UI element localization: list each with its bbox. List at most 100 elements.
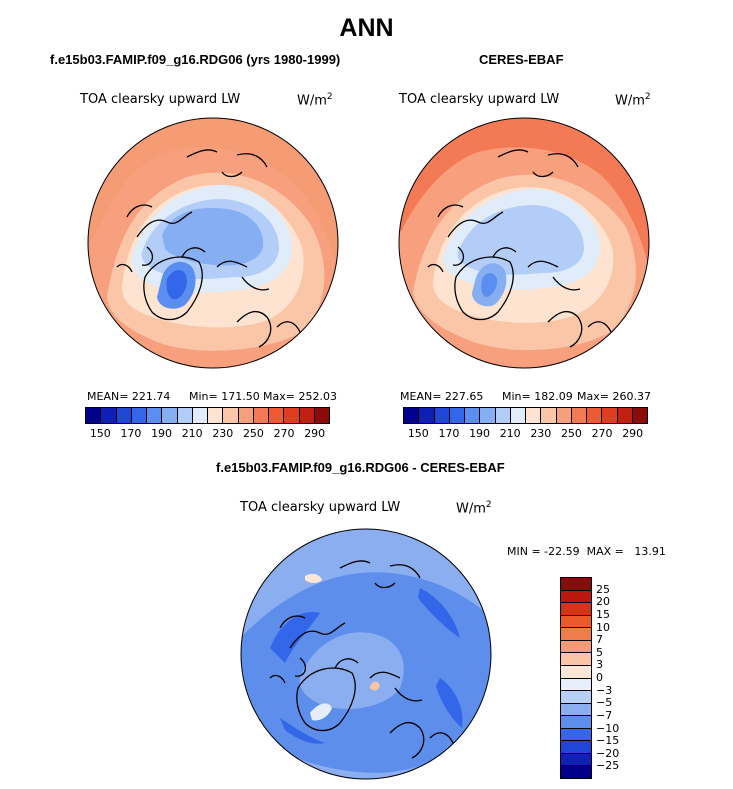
colorbar-swatch bbox=[116, 408, 132, 423]
model-case-title: f.e15b03.FAMIP.f09_g16.RDG06 (yrs 1980-1… bbox=[50, 52, 341, 67]
colorbar-swatch bbox=[561, 603, 591, 616]
colorbar-tick-label: −10 bbox=[596, 721, 620, 735]
diff-units-label: W/m2 bbox=[456, 500, 492, 517]
colorbar-swatch bbox=[269, 408, 285, 423]
colorbar-tick-label: 210 bbox=[181, 427, 203, 440]
model-polar-map bbox=[87, 117, 339, 369]
model-max-stat: Max= 252.03 bbox=[263, 390, 337, 403]
colorbar-swatch bbox=[632, 408, 647, 423]
colorbar-tick-label: 270 bbox=[591, 427, 613, 440]
obs-polar-map bbox=[398, 117, 650, 369]
colorbar-swatch bbox=[419, 408, 435, 423]
colorbar-swatch bbox=[561, 716, 591, 729]
model-colorbar-ticks: 150 170 190 210 230 250 270 290 bbox=[85, 427, 330, 441]
colorbar-tick-label: 150 bbox=[89, 427, 111, 440]
colorbar-swatch bbox=[561, 628, 591, 641]
colorbar-tick-label: −15 bbox=[596, 734, 620, 748]
model-min-stat: Min= 171.50 bbox=[189, 390, 260, 403]
obs-units-label: W/m2 bbox=[615, 92, 651, 109]
colorbar-tick-label: 250 bbox=[560, 427, 582, 440]
obs-mean-stat: MEAN= 227.65 bbox=[400, 390, 484, 403]
model-mean-stat: MEAN= 221.74 bbox=[87, 390, 171, 403]
diff-polar-map bbox=[240, 528, 492, 780]
colorbar-tick-label: 15 bbox=[596, 607, 610, 621]
colorbar-swatch bbox=[561, 615, 591, 629]
diff-colorbar-ticks: 25 20 15 10 7 5 3 0 −3 −5 −7 −10 −15 −20 −25 bbox=[596, 577, 636, 779]
colorbar-swatch bbox=[561, 691, 591, 704]
colorbar-swatch bbox=[147, 408, 163, 423]
colorbar-swatch bbox=[571, 408, 587, 423]
colorbar-swatch bbox=[253, 408, 269, 423]
colorbar-swatch bbox=[299, 408, 315, 423]
colorbar-tick-label: 270 bbox=[273, 427, 295, 440]
obs-colorbar bbox=[403, 407, 648, 424]
colorbar-swatch bbox=[617, 408, 633, 423]
colorbar-swatch bbox=[556, 408, 572, 423]
colorbar-tick-label: 250 bbox=[242, 427, 264, 440]
colorbar-tick-label: 25 bbox=[596, 582, 610, 596]
colorbar-tick-label: 230 bbox=[212, 427, 234, 440]
colorbar-swatch bbox=[510, 408, 526, 423]
colorbar-swatch bbox=[561, 766, 591, 778]
colorbar-swatch bbox=[561, 703, 591, 717]
colorbar-swatch bbox=[86, 408, 102, 423]
colorbar-swatch bbox=[561, 578, 591, 591]
colorbar-tick-label: 20 bbox=[596, 595, 610, 609]
colorbar-tick-label: 0 bbox=[596, 671, 603, 684]
colorbar-tick-label: 290 bbox=[622, 427, 644, 440]
colorbar-swatch bbox=[480, 408, 496, 423]
colorbar-swatch bbox=[561, 753, 591, 767]
colorbar-swatch bbox=[223, 408, 239, 423]
colorbar-tick-label: 190 bbox=[151, 427, 173, 440]
colorbar-swatch bbox=[541, 408, 557, 423]
model-variable-label: TOA clearsky upward LW bbox=[80, 92, 241, 107]
colorbar-tick-label: −3 bbox=[596, 683, 613, 697]
colorbar-swatch bbox=[602, 408, 618, 423]
colorbar-swatch bbox=[465, 408, 481, 423]
diff-minmax-stat: MIN = -22.59 MAX = 13.91 bbox=[507, 545, 666, 558]
colorbar-tick-label: 290 bbox=[304, 427, 326, 440]
colorbar-tick-label: 3 bbox=[596, 658, 603, 672]
colorbar-swatch bbox=[131, 408, 147, 423]
diff-variable-label: TOA clearsky upward LW bbox=[240, 500, 401, 515]
colorbar-tick-label: −25 bbox=[596, 759, 620, 773]
model-colorbar bbox=[85, 407, 330, 424]
obs-min-stat: Min= 182.09 bbox=[502, 390, 573, 403]
colorbar-tick-label: −5 bbox=[596, 696, 613, 710]
diff-case-title: f.e15b03.FAMIP.f09_g16.RDG06 - CERES-EBA… bbox=[216, 460, 505, 475]
colorbar-swatch bbox=[177, 408, 193, 423]
colorbar-swatch bbox=[192, 408, 208, 423]
colorbar-tick-label: 10 bbox=[596, 620, 610, 634]
colorbar-swatch bbox=[449, 408, 465, 423]
colorbar-swatch bbox=[284, 408, 300, 423]
colorbar-tick-label: 190 bbox=[469, 427, 491, 440]
obs-colorbar-ticks: 150 170 190 210 230 250 270 290 bbox=[403, 427, 648, 441]
colorbar-tick-label: −7 bbox=[596, 708, 613, 722]
obs-case-title: CERES-EBAF bbox=[479, 52, 564, 67]
colorbar-swatch bbox=[561, 678, 591, 692]
colorbar-swatch bbox=[208, 408, 224, 423]
colorbar-swatch bbox=[561, 728, 591, 742]
obs-variable-label: TOA clearsky upward LW bbox=[399, 92, 560, 107]
colorbar-swatch bbox=[238, 408, 254, 423]
colorbar-swatch bbox=[561, 665, 591, 679]
colorbar-tick-label: −20 bbox=[596, 746, 620, 760]
colorbar-swatch bbox=[526, 408, 542, 423]
colorbar-swatch bbox=[587, 408, 603, 423]
colorbar-tick-label: 170 bbox=[120, 427, 142, 440]
colorbar-swatch bbox=[434, 408, 450, 423]
colorbar-tick-label: 7 bbox=[596, 633, 603, 647]
colorbar-swatch bbox=[561, 653, 591, 666]
colorbar-tick-label: 170 bbox=[438, 427, 460, 440]
colorbar-swatch bbox=[162, 408, 178, 423]
colorbar-swatch bbox=[314, 408, 329, 423]
model-units-label: W/m2 bbox=[297, 92, 333, 109]
colorbar-swatch bbox=[561, 590, 591, 604]
colorbar-tick-label: 210 bbox=[499, 427, 521, 440]
colorbar-swatch bbox=[561, 640, 591, 654]
colorbar-tick-label: 150 bbox=[407, 427, 429, 440]
obs-max-stat: Max= 260.37 bbox=[577, 390, 651, 403]
colorbar-tick-label: 5 bbox=[596, 645, 603, 659]
figure-title: ANN bbox=[339, 14, 394, 42]
colorbar-swatch bbox=[404, 408, 420, 423]
